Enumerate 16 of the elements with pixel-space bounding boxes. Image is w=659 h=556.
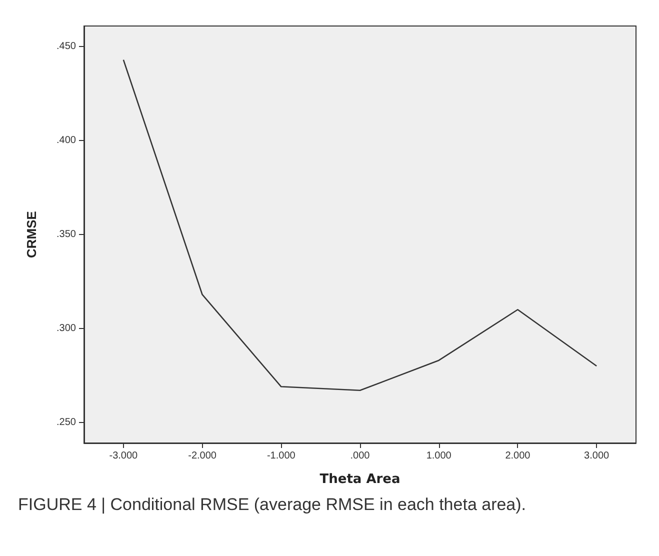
x-tick-label: .000 [350, 450, 370, 462]
x-tick-label: -2.000 [188, 450, 217, 462]
y-axis-title: CRMSE [24, 210, 39, 258]
y-tick-label: .250 [56, 416, 76, 428]
line-series [122, 59, 598, 392]
x-tick-label: 2.000 [505, 450, 531, 462]
x-tick-label: 3.000 [584, 450, 610, 462]
y-tick-label: .450 [56, 41, 76, 52]
x-axis-title: Theta Area [320, 472, 400, 487]
y-tick-label: .350 [56, 229, 76, 240]
x-tick-label: 1.000 [426, 450, 452, 462]
x-tick-label: -3.000 [109, 450, 138, 462]
caption: FIGURE 4 | Conditional RMSE (average RMSE in each theta area). [18, 495, 526, 514]
y-tick-label: .300 [56, 322, 76, 334]
x-tick-label: -1.000 [266, 450, 296, 462]
y-tick-label: .400 [56, 135, 76, 146]
